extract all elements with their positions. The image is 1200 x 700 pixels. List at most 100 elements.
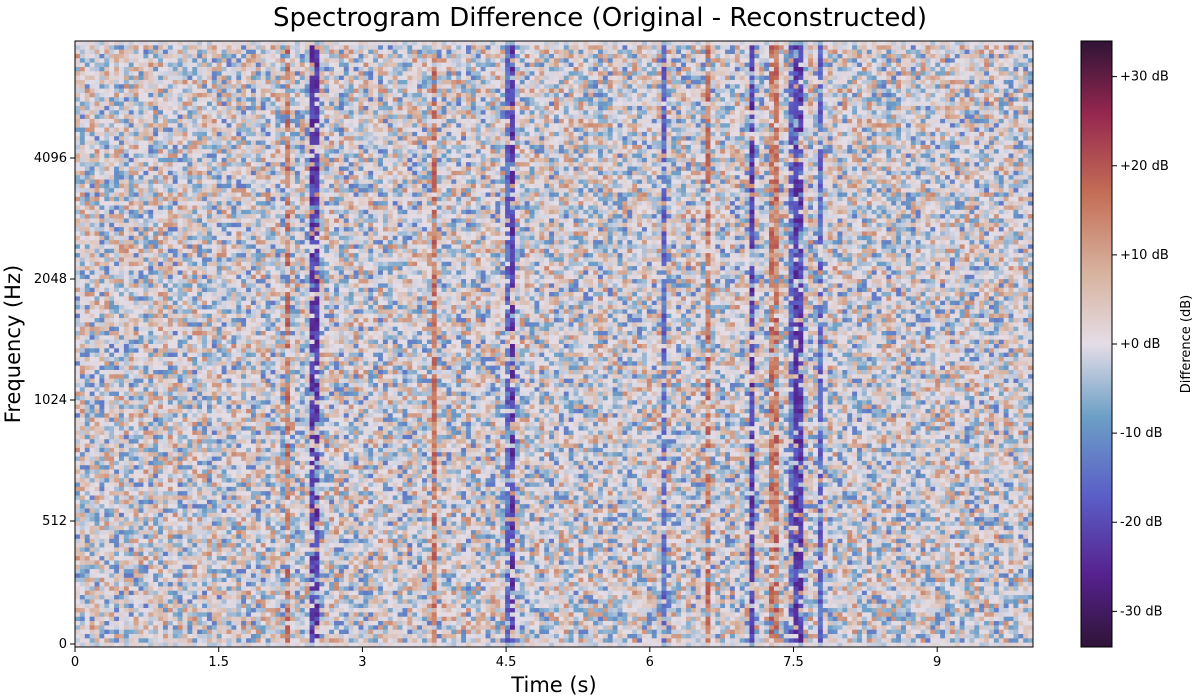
heatmap-cell <box>123 253 130 258</box>
heatmap-cell <box>187 629 193 635</box>
heatmap-cell <box>231 170 237 176</box>
heatmap-cell <box>187 339 193 345</box>
heatmap-cell <box>104 313 110 319</box>
heatmap-cell <box>197 374 203 379</box>
heatmap-cell <box>246 75 252 81</box>
heatmap-cell <box>133 188 139 193</box>
heatmap-cell <box>104 222 110 228</box>
heatmap-cell <box>138 434 144 440</box>
heatmap-cell <box>89 382 95 388</box>
heatmap-cell <box>246 439 252 444</box>
heatmap-cell <box>94 512 100 518</box>
heatmap-cell <box>211 201 218 206</box>
heatmap-cell <box>148 616 154 622</box>
heatmap-cell <box>187 131 193 137</box>
heatmap-cell <box>84 231 91 237</box>
heatmap-cell <box>192 491 198 496</box>
heatmap-cell <box>192 460 198 466</box>
heatmap-cell <box>211 179 218 185</box>
heatmap-cell <box>75 170 81 176</box>
heatmap-cell <box>79 344 86 349</box>
heatmap-cell <box>162 404 169 410</box>
heatmap-cell <box>89 118 95 124</box>
heatmap-cell <box>148 144 154 150</box>
heatmap-cell <box>158 504 164 509</box>
heatmap-cell <box>99 404 105 410</box>
heatmap-cell <box>104 97 110 102</box>
heatmap-cell <box>162 564 169 570</box>
heatmap-cell <box>75 58 81 63</box>
heatmap-cell <box>226 97 232 102</box>
heatmap-cell <box>109 344 115 349</box>
heatmap-cell <box>128 222 135 228</box>
heatmap-cell <box>221 365 227 371</box>
heatmap-cell <box>197 292 203 297</box>
heatmap-cell <box>153 413 159 418</box>
heatmap-cell <box>226 235 232 241</box>
heatmap-cell <box>226 465 232 470</box>
heatmap-cell <box>202 374 208 379</box>
heatmap-cell <box>148 71 154 76</box>
heatmap-cell <box>153 434 159 440</box>
heatmap-cell <box>236 642 242 648</box>
heatmap-cell <box>177 465 183 470</box>
heatmap-cell <box>177 227 183 232</box>
heatmap-cell <box>202 378 208 384</box>
heatmap-cell <box>75 279 81 284</box>
heatmap-cell <box>143 417 149 423</box>
heatmap-cell <box>128 478 135 483</box>
heatmap-cell <box>84 508 91 514</box>
heatmap-cell <box>236 569 242 574</box>
heatmap-cell <box>99 58 105 63</box>
heatmap-cell <box>187 101 193 107</box>
heatmap-cell <box>192 374 198 379</box>
heatmap-cell <box>172 469 178 475</box>
heatmap-cell <box>197 378 203 384</box>
heatmap-cell <box>79 287 86 293</box>
heatmap-cell <box>143 131 149 137</box>
heatmap-cell <box>75 227 81 232</box>
heatmap-cell <box>206 543 213 548</box>
heatmap-cell <box>162 205 169 211</box>
heatmap-cell <box>89 344 95 349</box>
heatmap-cell <box>211 214 218 219</box>
heatmap-cell <box>104 400 110 405</box>
heatmap-cell <box>187 538 193 544</box>
heatmap-cell <box>241 183 247 189</box>
heatmap-cell <box>109 318 115 323</box>
heatmap-cell <box>246 322 252 328</box>
heatmap-cell <box>241 473 247 479</box>
heatmap-cell <box>226 530 232 535</box>
heatmap-cell <box>172 352 178 358</box>
heatmap-cell <box>118 49 125 55</box>
heatmap-cell <box>236 551 242 557</box>
heatmap-cell <box>94 296 100 302</box>
heatmap-cell <box>236 123 242 128</box>
heatmap-cell <box>158 322 164 328</box>
heatmap-cell <box>236 136 242 141</box>
heatmap-cell <box>172 473 178 479</box>
heatmap-cell <box>216 118 222 124</box>
heatmap-cell <box>99 638 105 644</box>
heatmap-cell <box>94 369 100 375</box>
heatmap-cell <box>109 603 115 609</box>
heatmap-cell <box>84 196 91 202</box>
heatmap-cell <box>114 88 120 94</box>
heatmap-cell <box>162 248 169 254</box>
heatmap-cell <box>221 525 227 531</box>
heatmap-cell <box>216 603 222 609</box>
heatmap-cell <box>177 179 183 185</box>
heatmap-cell <box>118 382 125 388</box>
heatmap-cell <box>133 603 139 609</box>
heatmap-cell <box>94 374 100 379</box>
heatmap-cell <box>162 92 169 98</box>
heatmap-cell <box>241 625 247 631</box>
heatmap-cell <box>123 222 130 228</box>
heatmap-cell <box>197 361 203 366</box>
heatmap-cell <box>84 352 91 358</box>
heatmap-cell <box>221 201 227 206</box>
heatmap-cell <box>202 235 208 241</box>
heatmap-cell <box>216 313 222 319</box>
heatmap-cell <box>99 305 105 310</box>
heatmap-cell <box>226 279 232 284</box>
